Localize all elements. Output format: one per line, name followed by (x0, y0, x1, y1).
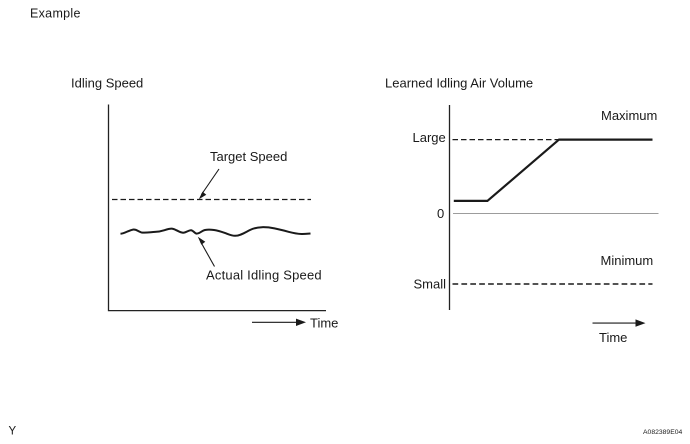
svg-text:Example: Example (30, 7, 81, 21)
svg-text:A082389E04: A082389E04 (643, 429, 683, 436)
svg-text:Y: Y (9, 426, 17, 438)
svg-text:Small: Small (414, 276, 447, 291)
svg-text:Minimum: Minimum (601, 253, 654, 268)
svg-text:Idling Speed: Idling Speed (71, 76, 143, 91)
svg-text:Target Speed: Target Speed (210, 149, 287, 164)
svg-text:Learned Idling Air Volume: Learned Idling Air Volume (385, 76, 533, 91)
svg-text:0: 0 (437, 206, 444, 221)
svg-text:Time: Time (599, 330, 627, 345)
svg-text:Maximum: Maximum (601, 108, 657, 123)
svg-text:Time: Time (310, 316, 338, 331)
svg-text:Large: Large (413, 130, 446, 145)
svg-text:Actual Idling Speed: Actual Idling Speed (206, 268, 322, 283)
